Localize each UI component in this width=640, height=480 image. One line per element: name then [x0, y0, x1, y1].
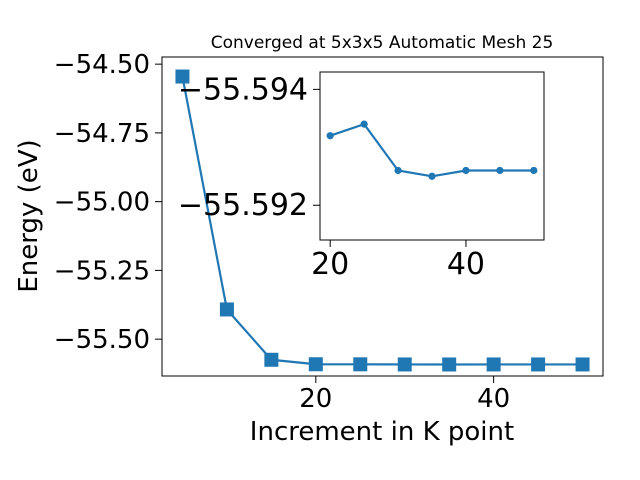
inset-point-2	[394, 166, 402, 175]
main-y-tick-label-2: −55.00	[54, 188, 150, 218]
inset-y-ticks: −55.594 −55.592	[178, 72, 320, 223]
main-y-axis-label: Energy (eV)	[14, 139, 44, 292]
inset-point-4	[462, 166, 470, 175]
main-y-tick-label-1: −54.75	[54, 119, 150, 149]
inset-series	[326, 120, 538, 180]
main-point-9	[575, 357, 590, 372]
inset-plot-background	[320, 72, 544, 240]
inset-axes: −55.594−55.592 20 40	[178, 71, 545, 282]
inset-point-6	[530, 166, 538, 175]
main-point-1	[219, 302, 234, 317]
inset-point-3	[428, 172, 436, 180]
inset-y-tick-label-1: −55.592	[178, 188, 308, 223]
main-point-0	[175, 69, 190, 84]
main-x-axis-label: Increment in K point	[250, 417, 514, 447]
inset-point-0	[326, 132, 334, 140]
main-point-6	[442, 357, 457, 372]
main-y-tick-label-4: −55.50	[54, 325, 150, 355]
main-x-ticks: 20 40	[299, 376, 510, 414]
main-plot-frame	[161, 56, 604, 377]
inset-plot-frame	[319, 71, 545, 241]
main-x-tick-label-1: 40	[477, 384, 510, 414]
main-series	[175, 69, 590, 372]
inset-y-tick-label-0: −55.594	[178, 72, 308, 107]
inset-point-1	[360, 120, 368, 128]
main-point-8	[531, 357, 546, 372]
main-y-ticks: −54.50 −54.75 −55.00 −55.25 −55.50	[54, 50, 162, 355]
main-y-tick-label-3: −55.25	[54, 256, 150, 286]
main-point-7	[486, 357, 501, 372]
main-chart-title: Converged at 5x3x5 Automatic Mesh 25	[211, 33, 554, 53]
inset-x-ticks: 20 40	[311, 240, 485, 282]
main-series-line-0	[181, 76, 583, 366]
main-point-3	[308, 357, 323, 372]
main-point-5	[397, 357, 412, 372]
inset-x-tick-label-0: 20	[311, 247, 349, 282]
main-x-tick-label-0: 20	[299, 384, 332, 414]
main-point-4	[353, 357, 368, 372]
main-point-2	[264, 352, 279, 367]
main-axes: Converged at 5x3x5 Automatic Mesh 25 20 4…	[14, 33, 604, 447]
inset-point-5	[496, 166, 504, 175]
inset-x-tick-label-1: 40	[447, 247, 485, 282]
main-y-tick-label-0: −54.50	[54, 50, 150, 80]
